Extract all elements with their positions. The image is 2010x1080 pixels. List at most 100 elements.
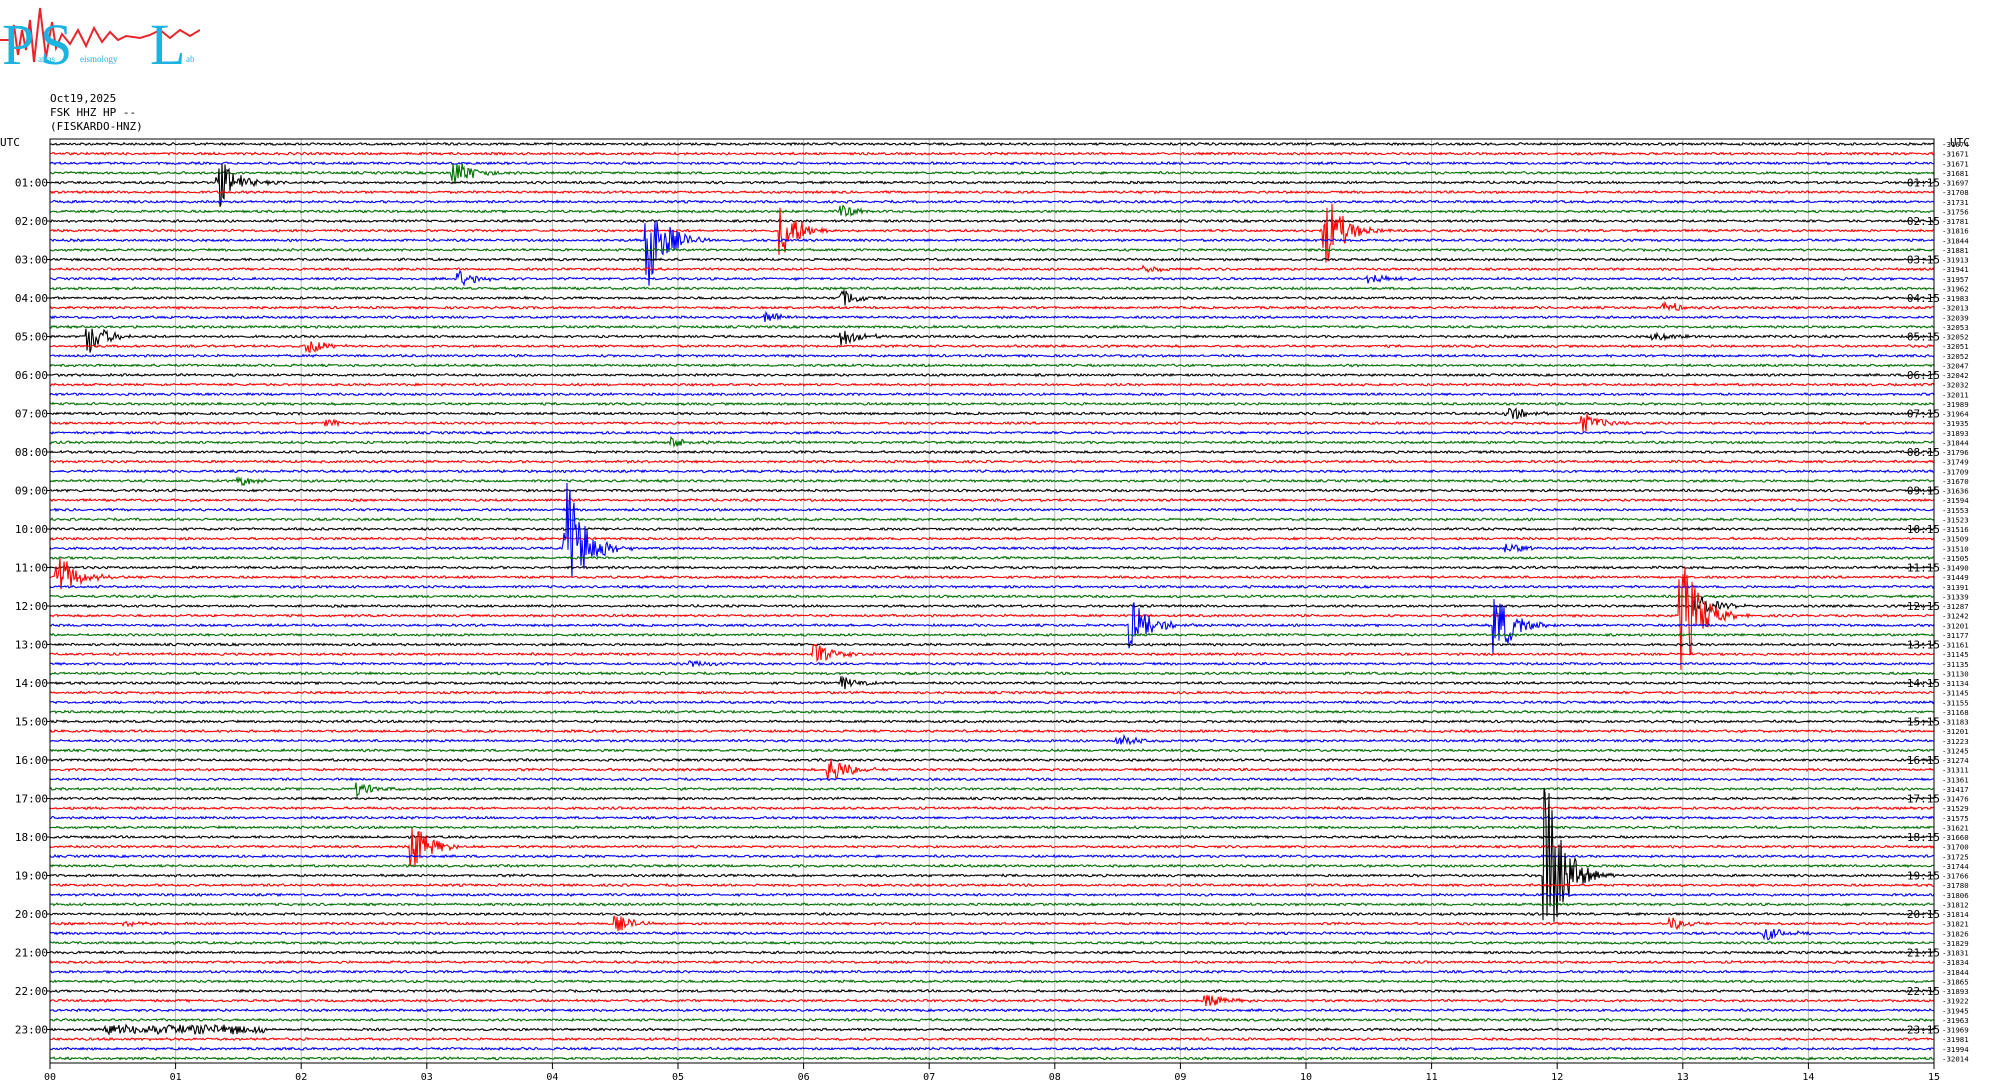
left-hour-label: 02:00 — [15, 215, 48, 228]
right-hour-label: 07:15 — [1907, 408, 1940, 421]
header-station: FSK HHZ HP -- — [50, 106, 137, 119]
left-hour-label: 08:00 — [15, 446, 48, 459]
trace-offset-label: -31766 — [1942, 872, 1969, 881]
seismic-trace — [49, 482, 1935, 578]
seismic-trace — [49, 151, 1935, 156]
trace-offset-label: -31311 — [1942, 766, 1969, 775]
seismic-trace — [49, 555, 1935, 561]
trace-offset-label: -31201 — [1942, 621, 1969, 630]
trace-offset-label: -31994 — [1942, 1045, 1969, 1054]
trace-offset-label: -31844 — [1942, 438, 1969, 447]
left-hour-label: 22:00 — [15, 985, 48, 998]
trace-offset-label: -31287 — [1942, 602, 1969, 611]
right-hour-label: 23:15 — [1907, 1024, 1940, 1037]
trace-offset-label: -31155 — [1942, 698, 1969, 707]
trace-offset-label: -31964 — [1942, 410, 1969, 419]
right-hour-label: 03:15 — [1907, 254, 1940, 267]
seismic-trace — [49, 994, 1935, 1007]
seismic-trace — [49, 1036, 1935, 1042]
trace-offset-label: -31361 — [1942, 775, 1969, 784]
trace-offset-label: -31594 — [1942, 496, 1969, 505]
seismic-trace — [49, 853, 1935, 859]
right-hour-label: 05:15 — [1907, 331, 1940, 344]
trace-offset-label: -31731 — [1942, 198, 1969, 207]
x-tick-label: 05 — [672, 1072, 684, 1080]
trace-offset-label: -31814 — [1942, 910, 1969, 919]
trace-offset-label: -31829 — [1942, 939, 1969, 948]
x-tick-label: 13 — [1677, 1072, 1689, 1080]
seismic-trace — [49, 748, 1935, 753]
seismic-trace — [49, 670, 1935, 676]
seismic-trace — [49, 643, 1935, 662]
x-tick-label: 11 — [1426, 1072, 1438, 1080]
seismic-trace — [49, 163, 1935, 207]
seismic-trace — [49, 690, 1935, 695]
left-hour-label: 11:00 — [15, 562, 48, 575]
seismic-trace — [49, 204, 1935, 218]
trace-offset-label: -31935 — [1942, 419, 1969, 428]
trace-offset-label: -31490 — [1942, 564, 1969, 573]
trace-offset-label: -31831 — [1942, 949, 1969, 958]
trace-offset-label: -32047 — [1942, 361, 1969, 370]
seismic-trace — [49, 264, 1935, 274]
trace-offset-label: -32014 — [1942, 1054, 1969, 1063]
x-tick-label: 06 — [798, 1072, 810, 1080]
logo-seismic-wave — [0, 7, 200, 63]
trace-offset-label: -31516 — [1942, 525, 1969, 534]
trace-offset-label: -31725 — [1942, 852, 1969, 861]
seismic-trace — [49, 328, 1935, 353]
x-tick-label: 04 — [546, 1072, 558, 1080]
trace-offset-label: -31510 — [1942, 544, 1969, 553]
seismic-trace — [49, 969, 1935, 975]
trace-offset-label: -31161 — [1942, 641, 1969, 650]
trace-offset-label: -31749 — [1942, 458, 1969, 467]
right-hour-label: 06:15 — [1907, 369, 1940, 382]
logo-letter-p: P — [2, 12, 34, 72]
seismic-trace — [49, 1007, 1935, 1013]
seismic-trace — [49, 825, 1935, 830]
left-hour-label: 16:00 — [15, 754, 48, 767]
left-hour-label: 07:00 — [15, 408, 48, 421]
trace-offset-label: -31505 — [1942, 554, 1969, 563]
seismic-trace — [49, 642, 1935, 647]
logo-word-1: atras — [38, 54, 55, 64]
trace-offset-label: -31945 — [1942, 1006, 1969, 1015]
trace-offset-label: -31893 — [1942, 429, 1969, 438]
trace-offset-label: -31449 — [1942, 573, 1969, 582]
right-hour-label: 20:15 — [1907, 908, 1940, 921]
seismic-trace — [49, 476, 1935, 487]
seismic-trace — [49, 719, 1935, 724]
left-hour-label: 14:00 — [15, 677, 48, 690]
trace-offset-label: -31670 — [1942, 477, 1969, 486]
seismic-trace — [49, 709, 1935, 715]
seismic-trace — [49, 834, 1935, 840]
seismic-trace — [49, 362, 1935, 368]
left-hour-label: 21:00 — [15, 947, 48, 960]
seismic-trace — [49, 392, 1935, 397]
seismic-trace — [49, 300, 1935, 312]
trace-offset-label: -31575 — [1942, 814, 1969, 823]
seismic-trace — [49, 382, 1935, 387]
seismic-trace — [49, 557, 1935, 590]
trace-offset-label: -32013 — [1942, 304, 1969, 313]
left-hour-label: 12:00 — [15, 600, 48, 613]
trace-offset-label: -31529 — [1942, 804, 1969, 813]
seismic-trace — [49, 247, 1935, 253]
trace-offset-label: -31780 — [1942, 881, 1969, 890]
trace-offset-label: -31245 — [1942, 746, 1969, 755]
trace-offset-label: -31969 — [1942, 1026, 1969, 1035]
trace-offset-label: -31816 — [1942, 227, 1969, 236]
seismic-trace — [49, 675, 1935, 690]
trace-offset-label: -31553 — [1942, 506, 1969, 515]
seismic-trace — [49, 435, 1935, 448]
seismic-trace — [49, 1017, 1935, 1023]
trace-offset-label: -31476 — [1942, 795, 1969, 804]
right-hour-label: 08:15 — [1907, 446, 1940, 459]
trace-offset-label: -31177 — [1942, 631, 1969, 640]
seismic-trace — [49, 430, 1935, 436]
trace-offset-label: -32039 — [1942, 313, 1969, 322]
x-tick-label: 00 — [44, 1072, 56, 1080]
seismic-trace — [49, 468, 1935, 474]
x-tick-label: 12 — [1551, 1072, 1563, 1080]
